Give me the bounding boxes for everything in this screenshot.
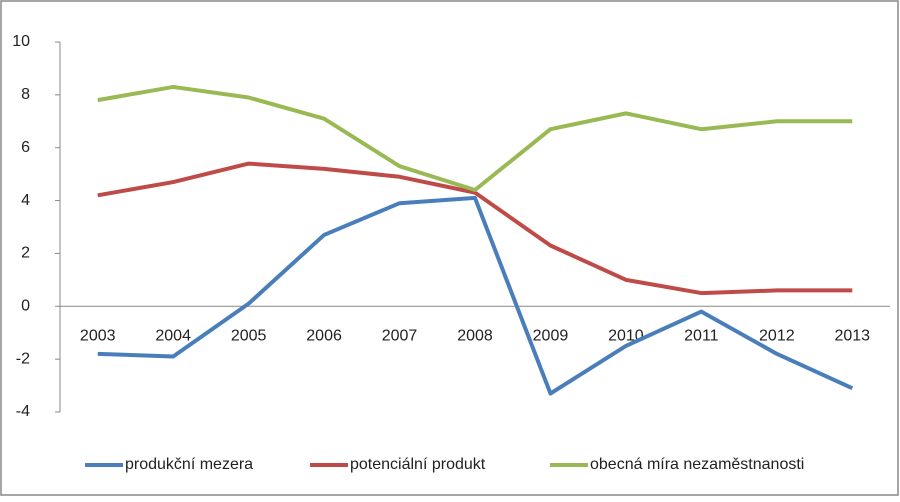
x-tick-label: 2005 <box>231 328 267 345</box>
x-tick-label: 2008 <box>457 328 493 345</box>
y-tick-label: -2 <box>16 350 30 367</box>
x-tick-label: 2006 <box>306 328 342 345</box>
x-tick-label: 2012 <box>759 328 795 345</box>
y-tick-label: 8 <box>21 86 30 103</box>
legend-label: obecná míra nezaměstnanosti <box>590 456 804 473</box>
x-tick-label: 2004 <box>155 328 191 345</box>
x-tick-label: 2007 <box>382 328 418 345</box>
y-tick-label: -4 <box>16 403 30 420</box>
y-tick-label: 0 <box>21 298 30 315</box>
x-tick-label: 2011 <box>684 328 719 345</box>
x-tick-label: 2009 <box>533 328 569 345</box>
legend-label: potenciální produkt <box>350 456 486 473</box>
y-tick-label: 2 <box>21 245 30 262</box>
x-tick-label: 2013 <box>834 328 870 345</box>
series-line <box>97 84 853 192</box>
y-tick-label: 4 <box>21 192 30 209</box>
x-tick-label: 2003 <box>80 328 116 345</box>
legend-label: produkční mezera <box>125 456 253 473</box>
y-tick-label: 6 <box>21 139 30 156</box>
series-line <box>97 161 853 296</box>
series-line <box>97 195 854 396</box>
y-tick-label: 10 <box>12 33 30 50</box>
